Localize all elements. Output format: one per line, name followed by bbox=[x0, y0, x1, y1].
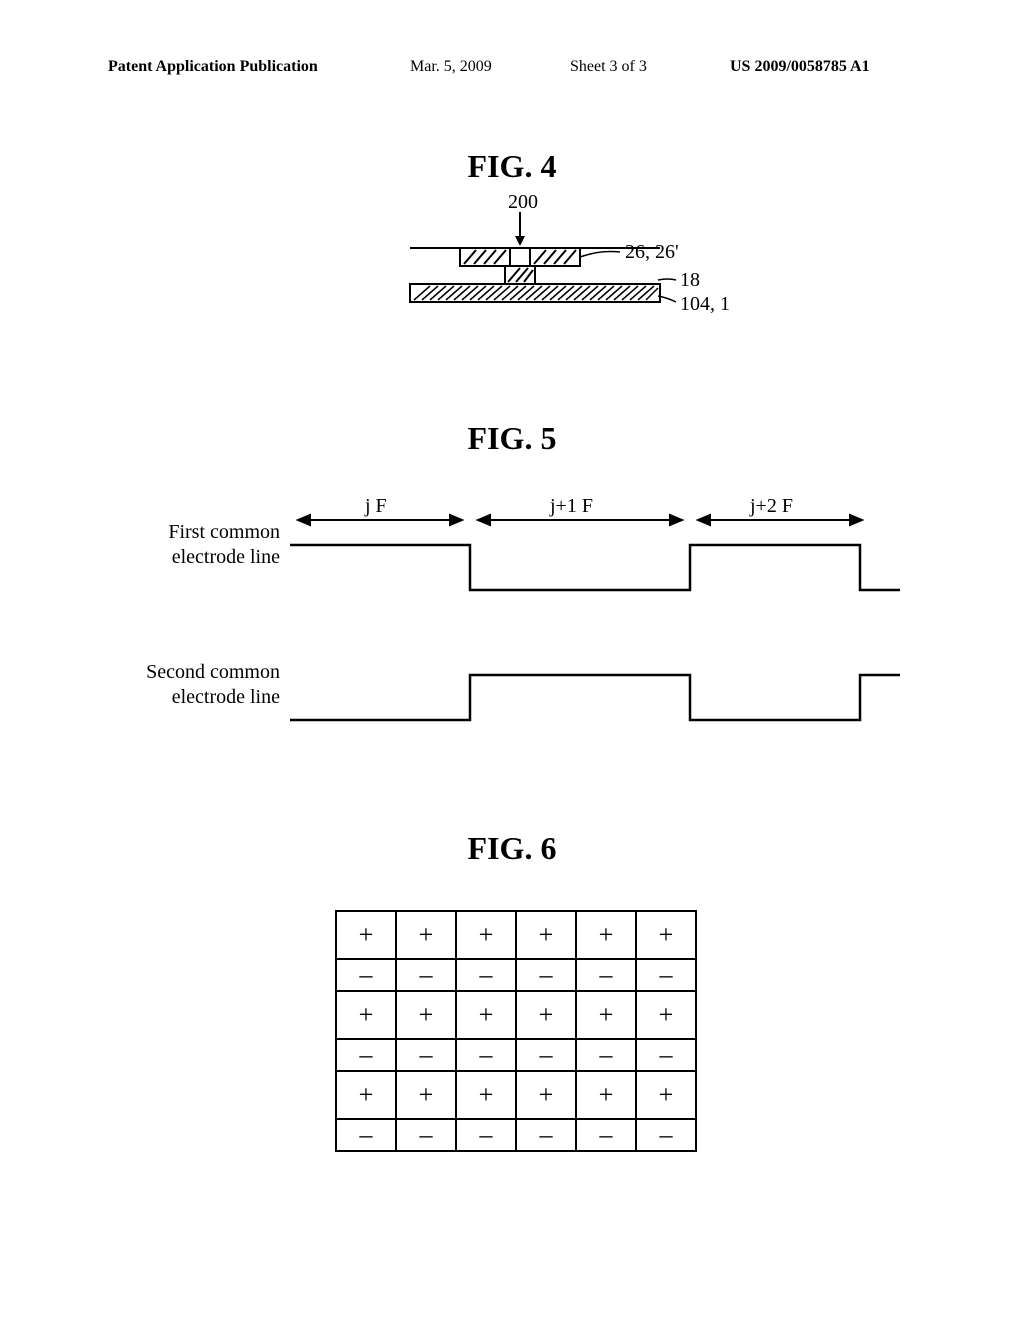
fig5-waveform-second bbox=[290, 675, 900, 720]
fig5-label-first: First commonelectrode line bbox=[100, 520, 280, 570]
fig4-substrate bbox=[410, 284, 660, 302]
table-row: –––––– bbox=[336, 1119, 696, 1151]
table-row: ++++++ bbox=[336, 991, 696, 1039]
fig4-electrode-right bbox=[530, 248, 580, 266]
header-date: Mar. 5, 2009 bbox=[410, 58, 492, 76]
table-row: –––––– bbox=[336, 959, 696, 991]
fig5-title: FIG. 5 bbox=[0, 420, 1024, 457]
fig4-ref-104: 104, 106 bbox=[680, 293, 730, 315]
fig5-frame-j2: j+2 F bbox=[749, 495, 793, 517]
fig4-ref-200: 200 bbox=[508, 191, 538, 213]
table-row: ++++++ bbox=[336, 911, 696, 959]
fig4-ref-18: 18 bbox=[680, 269, 700, 291]
fig6-title: FIG. 6 bbox=[0, 830, 1024, 867]
table-row: –––––– bbox=[336, 1039, 696, 1071]
fig6-table: ++++++ –––––– ++++++ –––––– ++++++ –––––… bbox=[335, 910, 697, 1152]
fig5-frame-j1: j+1 F bbox=[549, 495, 593, 517]
fig4-ref-26: 26, 26' bbox=[625, 241, 679, 263]
header-publication: Patent Application Publication bbox=[108, 58, 318, 76]
fig4-drawing: 200 bbox=[380, 190, 730, 340]
fig4-electrode-left bbox=[460, 248, 510, 266]
header-pubno: US 2009/0058785 A1 bbox=[730, 58, 870, 76]
fig4-via bbox=[505, 266, 535, 284]
header-sheet: Sheet 3 of 3 bbox=[570, 58, 647, 76]
fig5-diagram: j F j+1 F j+2 F bbox=[290, 490, 910, 740]
fig5-label-second: Second commonelectrode line bbox=[100, 660, 280, 710]
fig4-title: FIG. 4 bbox=[0, 148, 1024, 185]
fig5-frame-j: j F bbox=[364, 495, 387, 517]
fig5-waveform-first bbox=[290, 545, 900, 590]
table-row: ++++++ bbox=[336, 1071, 696, 1119]
